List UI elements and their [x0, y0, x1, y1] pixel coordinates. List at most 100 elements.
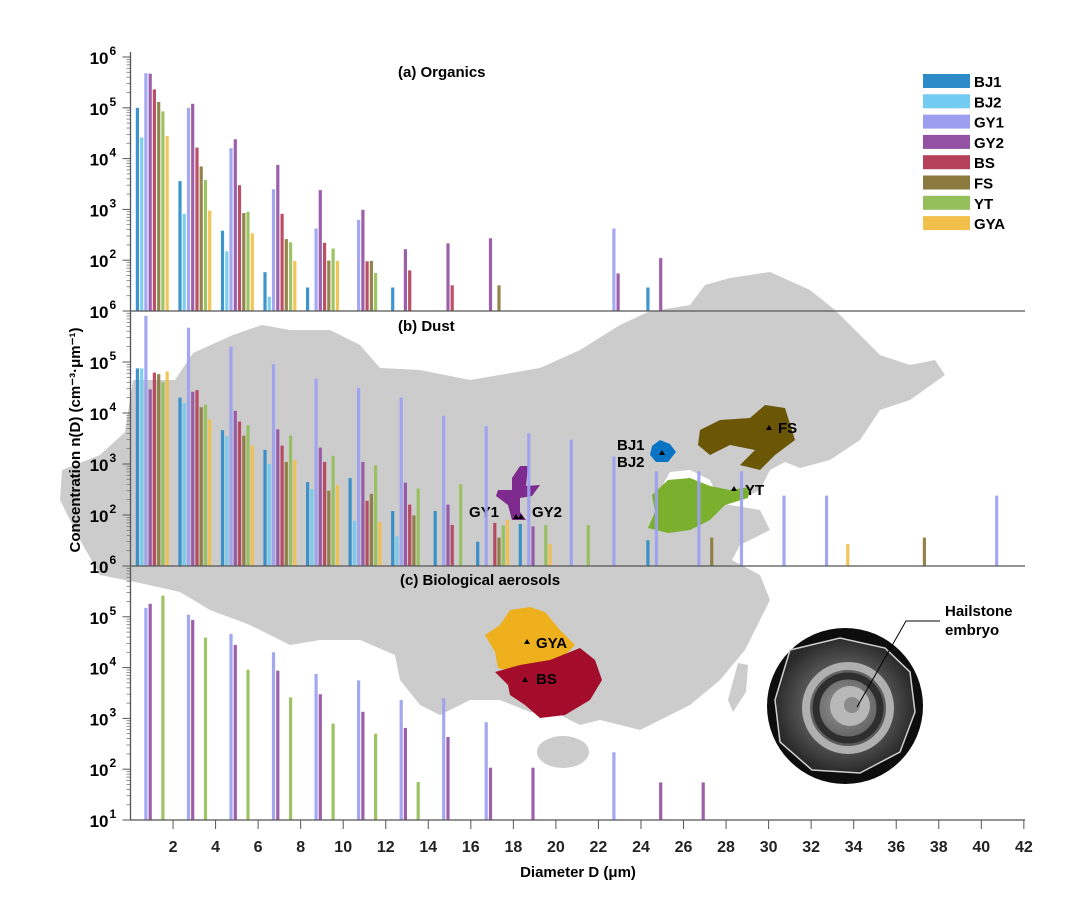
bar-gya: [165, 371, 169, 566]
y-tick-label: 105: [90, 95, 117, 119]
bar-gy1: [271, 189, 276, 311]
bar-gy2: [659, 258, 663, 311]
site-label-gya: GYA: [536, 635, 567, 652]
x-axis-label: Diameter D (μm): [520, 864, 636, 881]
bar-bj1: [135, 107, 139, 311]
panel-title-b: (b) Dust: [398, 318, 455, 335]
bar-yt: [331, 455, 335, 566]
bar-gya: [293, 260, 297, 311]
legend-swatch: [923, 155, 970, 170]
bar-gya: [208, 419, 212, 566]
x-tick-label: 10: [334, 839, 352, 856]
site-label-bs: BS: [536, 671, 557, 688]
bar-gy2: [318, 190, 322, 311]
bar-gy2: [488, 767, 493, 820]
bar-bj1: [306, 287, 310, 311]
panel-title-a: (a) Organics: [398, 64, 486, 81]
bar-bs: [365, 261, 369, 311]
bar-yt: [246, 211, 250, 311]
region-gya: [485, 607, 575, 672]
bar-gy2: [148, 603, 152, 820]
bar-fs: [922, 537, 926, 566]
bar-gy1: [995, 495, 999, 566]
x-tick-label: 22: [590, 839, 608, 856]
site-marker-gy1: [513, 514, 519, 519]
hailstone-label-line2: embryo: [945, 622, 999, 639]
y-tick-label: 106: [90, 298, 117, 322]
bar-bs: [195, 390, 199, 566]
y-tick-label: 105: [90, 604, 117, 628]
legend-label: BJ1: [974, 74, 1002, 91]
taiwan-island: [728, 663, 748, 712]
y-tick-label: 103: [90, 705, 117, 729]
bar-bj1: [391, 287, 395, 311]
bar-bj2: [267, 296, 271, 311]
bar-gy1: [442, 698, 446, 820]
bar-bj1: [178, 181, 182, 311]
bar-fs: [369, 493, 373, 566]
y-tick-label: 104: [90, 400, 117, 424]
legend-label: GY1: [974, 115, 1004, 132]
bar-gya: [250, 233, 254, 311]
bar-gy1: [612, 752, 616, 820]
bar-gy2: [276, 164, 280, 311]
bar-fs: [242, 435, 246, 566]
bar-gy1: [229, 148, 233, 311]
bar-bj1: [220, 230, 225, 311]
bar-fs: [327, 490, 331, 566]
legend-swatch: [923, 114, 970, 129]
bar-yt: [289, 697, 293, 820]
bar-yt: [544, 525, 548, 566]
x-tick-label: 34: [845, 839, 863, 856]
bar-gy1: [484, 722, 488, 820]
bar-gy2: [361, 209, 365, 311]
bar-gy2: [616, 273, 620, 311]
x-tick-label: 40: [972, 839, 990, 856]
bar-gy1: [314, 228, 318, 311]
bar-gy2: [233, 644, 237, 820]
bar-yt: [161, 595, 165, 820]
hailstone-ring-dark: [812, 672, 884, 744]
legend-swatch: [923, 195, 970, 210]
bar-gya: [208, 210, 212, 311]
bar-bj2: [225, 251, 229, 311]
bar-bs: [280, 213, 284, 311]
legend-label: GYA: [974, 216, 1005, 233]
bar-bj2: [182, 403, 186, 566]
bar-yt: [331, 723, 335, 820]
bar-bs: [280, 445, 284, 566]
bar-gya: [250, 445, 254, 566]
hailstone-inset: Hailstone embryo: [767, 603, 1013, 784]
x-tick-label: 42: [1015, 839, 1033, 856]
y-tick-label: 105: [90, 349, 117, 373]
bar-gy2: [446, 243, 450, 311]
bar-yt: [416, 488, 420, 566]
bar-fs: [497, 285, 501, 311]
bar-gya: [548, 544, 552, 566]
bar-gy2: [488, 238, 493, 311]
x-tick-label: 32: [802, 839, 820, 856]
bar-bs: [237, 185, 242, 311]
site-marker-bs: [522, 677, 528, 682]
hainan-island: [537, 736, 589, 768]
bar-yt: [246, 669, 250, 820]
bar-yt: [374, 465, 378, 566]
y-axis-label: Concentration n(D) (cm⁻³·μm⁻¹): [67, 328, 84, 553]
bar-bj1: [306, 482, 310, 566]
bar-bj1: [433, 511, 437, 566]
bar-gy1: [612, 228, 616, 311]
bar-bs: [152, 372, 156, 566]
region-gy: [496, 466, 540, 520]
china-map: BJ1 BJ2 FS YT GY1 GY2 GYA BS: [60, 272, 945, 768]
bar-fs: [242, 213, 246, 311]
bar-bj2: [140, 137, 144, 311]
bar-fs: [710, 537, 714, 566]
bar-yt: [203, 637, 208, 820]
bar-bj2: [352, 520, 356, 566]
bar-bs: [493, 522, 497, 566]
bar-gy1: [654, 471, 658, 566]
bar-gy1: [612, 456, 616, 566]
bar-fs: [369, 260, 373, 311]
bar-bj1: [263, 449, 267, 566]
